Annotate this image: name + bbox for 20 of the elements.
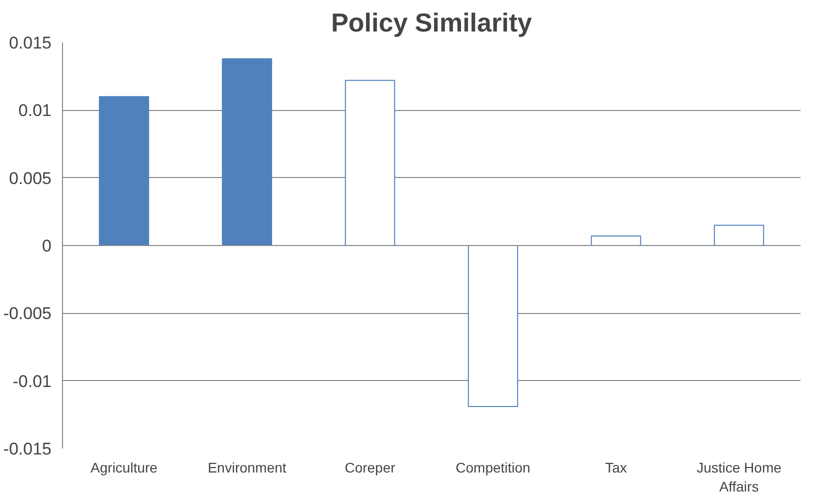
y-tick-label: 0.01 [18, 101, 52, 120]
bar [344, 80, 396, 246]
y-tick-label: 0.005 [8, 168, 52, 188]
x-tick-label: Agriculture [90, 460, 158, 476]
x-tick-label: Competition [456, 460, 530, 476]
y-tick-label: -0.015 [3, 440, 52, 458]
x-tick-label: Tax [605, 460, 627, 476]
y-tick-label: 0.015 [8, 34, 52, 52]
bar [468, 245, 518, 408]
bar [714, 224, 764, 246]
x-tick-label: Coreper [344, 460, 396, 476]
bar [98, 96, 150, 246]
x-tick-label: Justice Home Affairs [696, 460, 782, 495]
bar [222, 58, 272, 246]
chart-title: Policy Similarity [331, 8, 532, 38]
y-tick-label: -0.005 [3, 304, 52, 324]
y-tick-label: 0 [42, 236, 52, 256]
x-tick-label: Environment [208, 460, 286, 476]
bar [590, 236, 642, 246]
y-tick-label: -0.01 [12, 372, 52, 391]
